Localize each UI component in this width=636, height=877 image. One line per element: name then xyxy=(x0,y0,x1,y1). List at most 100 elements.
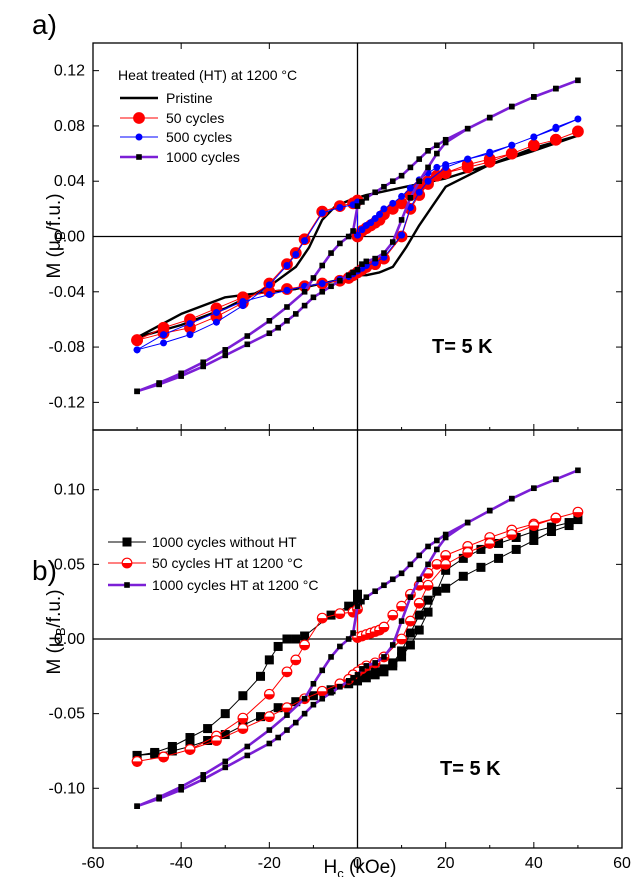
panel-b-data-point-fill xyxy=(396,606,407,611)
panel-a-data-point xyxy=(292,311,299,317)
panel-a-label: a) xyxy=(32,9,57,40)
panel-b-data-point xyxy=(292,719,299,726)
panel-b-data-point xyxy=(354,603,361,609)
panel-a-data-point xyxy=(371,215,379,223)
panel-b-data-point-fill xyxy=(573,512,583,517)
panel-b-data-point xyxy=(573,515,583,525)
panel-a-data-point xyxy=(354,266,361,273)
panel-a-data-point xyxy=(244,333,251,339)
panel-a-data-point xyxy=(358,226,366,234)
panel-a-data-point xyxy=(350,228,356,234)
panel-a-data-point xyxy=(212,309,220,317)
panel-a-axes: -0.12 -0.08 -0.04 0.00 0.04 0.08 0.12 xyxy=(49,42,623,431)
panel-a-data-point xyxy=(345,233,352,240)
panel-b-data-point xyxy=(546,527,556,537)
panel-b-data-point xyxy=(442,534,449,541)
panel-b-xlabel: Hc (kOe) xyxy=(323,857,396,877)
panel-b-data-point-fill xyxy=(264,716,275,722)
panel-b-data-point xyxy=(353,597,362,607)
panel-b-data-point xyxy=(284,712,290,718)
panel-b-data-point-fill xyxy=(414,603,425,608)
panel-a-data-point xyxy=(531,94,537,100)
panel-b-data-point xyxy=(381,582,387,589)
panel-b-legend-entry: 1000 cycles without HT xyxy=(108,534,297,550)
panel-b-data-point-fill xyxy=(529,525,539,531)
panel-a-data-point xyxy=(359,199,365,205)
panel-b-data-point xyxy=(310,680,317,687)
panel-a-data-point xyxy=(284,318,290,324)
panel-b-data-point xyxy=(575,467,581,474)
panel-a-data-point xyxy=(372,255,378,262)
panel-b-data-point xyxy=(310,701,317,708)
panel-b-data-point xyxy=(345,636,352,642)
panel-b-data-point xyxy=(511,544,521,554)
panel-a-data-point xyxy=(310,275,317,281)
panel-a-data-point xyxy=(398,172,405,179)
panel-a-data-point xyxy=(574,115,582,123)
panel-a-data-point xyxy=(222,347,229,353)
panel-a-ytick-label: 0.00 xyxy=(54,229,85,246)
panel-b-data-point xyxy=(363,663,370,669)
panel-b-data-point xyxy=(423,595,433,605)
panel-b: b) M (μB/f.u.) -60 -40 -20 0 20 40 60 -0.10 -0.0… xyxy=(32,429,631,877)
panel-a-data-point xyxy=(134,388,140,395)
panel-b-legend-entry: 50 cycles HT at 1200 °C xyxy=(108,555,303,571)
panel-b-data-point xyxy=(398,618,405,624)
panel-a-legend-marker xyxy=(135,133,143,141)
panel-a-data-point xyxy=(486,148,494,156)
panel-b-data-point xyxy=(200,776,207,783)
panel-b-series-2 xyxy=(134,467,581,809)
panel-b-data-point xyxy=(361,670,371,680)
panel-b-data-point xyxy=(405,640,415,650)
panel-b-legend-label: 1000 cycles without HT xyxy=(152,534,297,550)
panel-b-data-point xyxy=(372,660,378,666)
panel-b-data-point xyxy=(150,749,160,759)
panel-b-data-point-fill xyxy=(440,555,451,561)
panel-a-data-point xyxy=(318,279,326,287)
panel-a-data-point xyxy=(505,147,518,160)
panel-b-data-point-fill xyxy=(158,756,169,762)
panel-b-data-point xyxy=(458,553,468,563)
panel-a-data-point xyxy=(380,205,388,213)
panel-b-axes: -60 -40 -20 0 20 40 60 -0.10 -0.05 0.00 0.05 0.10 xyxy=(49,429,631,872)
panel-a-data-point xyxy=(398,217,405,223)
panel-a-data-point xyxy=(407,164,414,171)
panel-b-data-point xyxy=(345,678,352,684)
panel-a-data-point xyxy=(416,178,423,185)
panel-b-data-point xyxy=(200,772,207,778)
panel-a-data-point xyxy=(381,183,387,190)
panel-a-ytick-label: 0.04 xyxy=(54,173,85,190)
panel-b-data-point-fill xyxy=(423,585,433,591)
panel-b-xtick-label: 20 xyxy=(437,855,455,872)
panel-a-data-point xyxy=(425,148,431,154)
panel-b-data-point xyxy=(222,764,229,771)
panel-b-data-point xyxy=(464,519,471,526)
panel-b-data-point xyxy=(238,691,248,701)
panel-b-data-point xyxy=(416,576,423,583)
panel-a-legend-label: 500 cycles xyxy=(166,129,232,145)
panel-b-label: b) xyxy=(32,555,57,586)
panel-b-data-point xyxy=(486,507,493,514)
panel-b-data-point xyxy=(220,730,230,740)
panel-a-data-point xyxy=(527,139,540,152)
panel-b-data-point xyxy=(388,658,398,668)
panel-b-data-point xyxy=(442,531,449,538)
panel-a-data-point xyxy=(359,261,365,267)
panel-a-data-point xyxy=(508,103,515,110)
panel-a-legend-entry: 500 cycles xyxy=(120,129,232,145)
panel-b-data-point xyxy=(372,588,378,595)
panel-b-data-point xyxy=(220,709,230,719)
panel-b-data-point xyxy=(425,543,431,550)
panel-b-legend-marker xyxy=(122,537,132,547)
panel-a-data-point xyxy=(283,286,291,294)
panel-b-legend-label: 1000 cycles HT at 1200 °C xyxy=(152,577,318,593)
panel-b-data-point-fill xyxy=(396,639,407,644)
panel-a-data-point xyxy=(200,363,207,370)
panel-a-legend-marker xyxy=(136,154,142,160)
panel-b-data-point xyxy=(328,689,334,696)
panel-b-data-point xyxy=(494,553,504,563)
panel-a: a) M (μB/f.u.) -0.12 -0.08 -0.04 0.00 0.04 0.… xyxy=(32,9,623,431)
panel-a-data-point xyxy=(381,250,387,256)
panel-a-data-point xyxy=(283,262,291,270)
panel-b-data-point xyxy=(389,576,396,583)
